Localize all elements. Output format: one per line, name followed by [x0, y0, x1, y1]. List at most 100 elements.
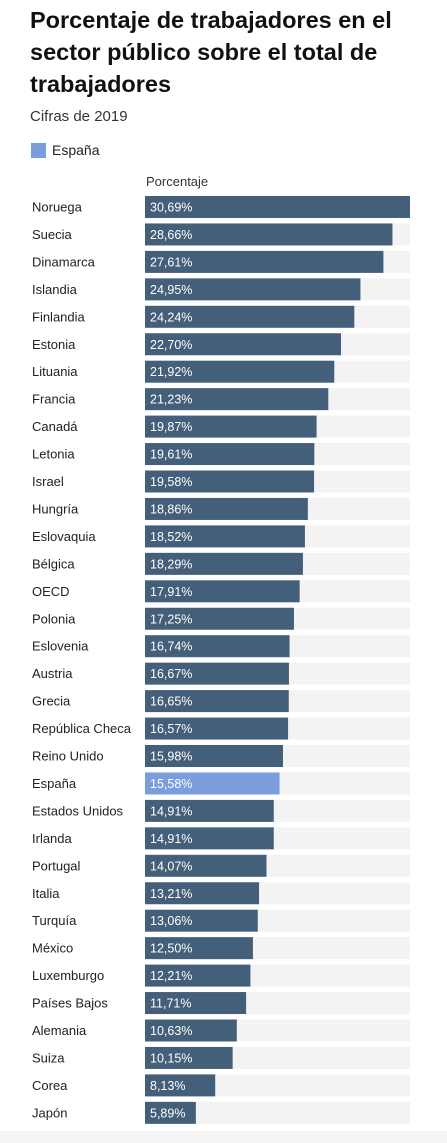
- value-label: 21,23%: [150, 393, 192, 407]
- column-header: Porcentaje: [146, 174, 209, 189]
- value-label: 10,15%: [150, 1051, 192, 1065]
- category-label: Francia: [32, 392, 76, 407]
- value-label: 14,91%: [150, 804, 192, 818]
- bar-row: Noruega 30,69%: [32, 196, 410, 218]
- bar-row: Turquía 13,06%: [32, 909, 410, 932]
- value-label: 16,65%: [150, 695, 192, 709]
- value-label: 12,50%: [150, 942, 192, 956]
- value-label: 14,91%: [150, 832, 192, 846]
- value-label: 30,69%: [150, 201, 192, 215]
- category-label: Islandia: [32, 282, 78, 297]
- value-label: 15,98%: [150, 750, 192, 764]
- bar-row: OECD 17,91%: [32, 580, 410, 603]
- category-label: Letonia: [32, 447, 75, 462]
- bar-row: Dinamarca 27,61%: [32, 250, 410, 273]
- bar: [145, 717, 289, 740]
- category-label: OECD: [32, 584, 70, 599]
- category-label: Lituania: [32, 364, 78, 379]
- bar: [145, 1074, 216, 1097]
- bar-row: Lituania 21,92%: [32, 360, 410, 383]
- bar: [145, 745, 283, 767]
- value-label: 21,92%: [150, 365, 192, 379]
- category-label: Estados Unidos: [32, 803, 124, 818]
- value-label: 16,74%: [150, 640, 192, 654]
- bar: [145, 937, 253, 960]
- value-label: 13,06%: [150, 914, 192, 928]
- bar-row: Italia 13,21%: [32, 882, 410, 905]
- bar: [145, 552, 303, 575]
- bar-row: Estonia 22,70%: [32, 333, 410, 356]
- value-label: 28,66%: [150, 228, 192, 242]
- legend-swatch: [31, 142, 46, 158]
- bar-row: Francia 21,23%: [32, 388, 410, 411]
- bar-row: México 12,50%: [32, 937, 410, 960]
- bar: [145, 497, 308, 520]
- category-label: Finlandia: [32, 309, 86, 324]
- category-label: México: [32, 941, 73, 956]
- category-label: Irlanda: [32, 831, 73, 846]
- value-label: 18,86%: [150, 502, 192, 516]
- category-label: Noruega: [32, 200, 83, 215]
- value-label: 18,52%: [150, 530, 192, 544]
- category-label: Portugal: [32, 858, 81, 873]
- value-label: 8,13%: [150, 1079, 185, 1093]
- chart-subtitle: Cifras de 2019: [30, 108, 128, 125]
- bar: [145, 607, 294, 630]
- value-label: 14,07%: [150, 859, 192, 873]
- legend: España: [31, 142, 99, 158]
- category-label: Reino Unido: [32, 749, 104, 764]
- category-label: Austria: [32, 666, 73, 681]
- bar: [145, 250, 384, 273]
- value-label: 16,67%: [150, 667, 192, 681]
- category-label: Suecia: [32, 227, 73, 242]
- value-label: 11,71%: [150, 997, 191, 1011]
- bar-row: Islandia 24,95%: [32, 278, 410, 301]
- bar: [145, 827, 274, 850]
- bar: [145, 223, 393, 246]
- value-label: 18,29%: [150, 557, 192, 571]
- bar-row: Hungría 18,86%: [32, 497, 410, 520]
- bar-row: Canadá 19,87%: [32, 415, 410, 438]
- value-label: 27,61%: [150, 255, 192, 269]
- value-label: 17,25%: [150, 612, 192, 626]
- category-label: Hungría: [32, 501, 79, 516]
- bar-row: Países Bajos 11,71%: [32, 992, 410, 1015]
- bar: [145, 992, 247, 1015]
- category-label: República Checa: [32, 721, 132, 736]
- category-label: Polonia: [32, 611, 76, 626]
- bar: [145, 415, 317, 438]
- bar: [145, 1101, 196, 1124]
- bar-row: Portugal 14,07%: [32, 854, 410, 877]
- category-label: Luxemburgo: [32, 968, 104, 983]
- bar-track: [145, 1101, 410, 1124]
- bar: [145, 580, 300, 603]
- category-label: Alemania: [32, 1023, 87, 1038]
- bar-row: Alemania 10,63%: [32, 1019, 410, 1042]
- chart-title: Porcentaje de trabajadores en el sector …: [30, 7, 392, 97]
- category-label: Estonia: [32, 337, 76, 352]
- bar-row: Reino Unido 15,98%: [32, 745, 410, 767]
- bar: [145, 470, 315, 493]
- bottom-strip: [0, 1131, 447, 1143]
- value-label: 16,57%: [150, 722, 192, 736]
- bar: [145, 333, 342, 356]
- value-label: 19,87%: [150, 420, 192, 434]
- bar-row: República Checa 16,57%: [32, 717, 410, 740]
- category-label: Canadá: [32, 419, 78, 434]
- bar-row: Bélgica 18,29%: [32, 552, 410, 575]
- category-label: Italia: [32, 886, 60, 901]
- value-label: 5,89%: [150, 1106, 185, 1120]
- category-label: Japón: [32, 1105, 67, 1120]
- bar-row: Irlanda 14,91%: [32, 827, 410, 850]
- bar: [145, 690, 289, 713]
- value-label: 22,70%: [150, 338, 192, 352]
- bar: [145, 1046, 233, 1069]
- bar-row: Estados Unidos 14,91%: [32, 799, 410, 822]
- bar-row: Suecia 28,66%: [32, 223, 410, 246]
- bar-row: Finlandia 24,24%: [32, 305, 410, 328]
- value-label: 24,24%: [150, 310, 192, 324]
- bar: [145, 360, 335, 383]
- bar-row: Letonia 19,61%: [32, 443, 410, 466]
- category-label: Dinamarca: [32, 254, 96, 269]
